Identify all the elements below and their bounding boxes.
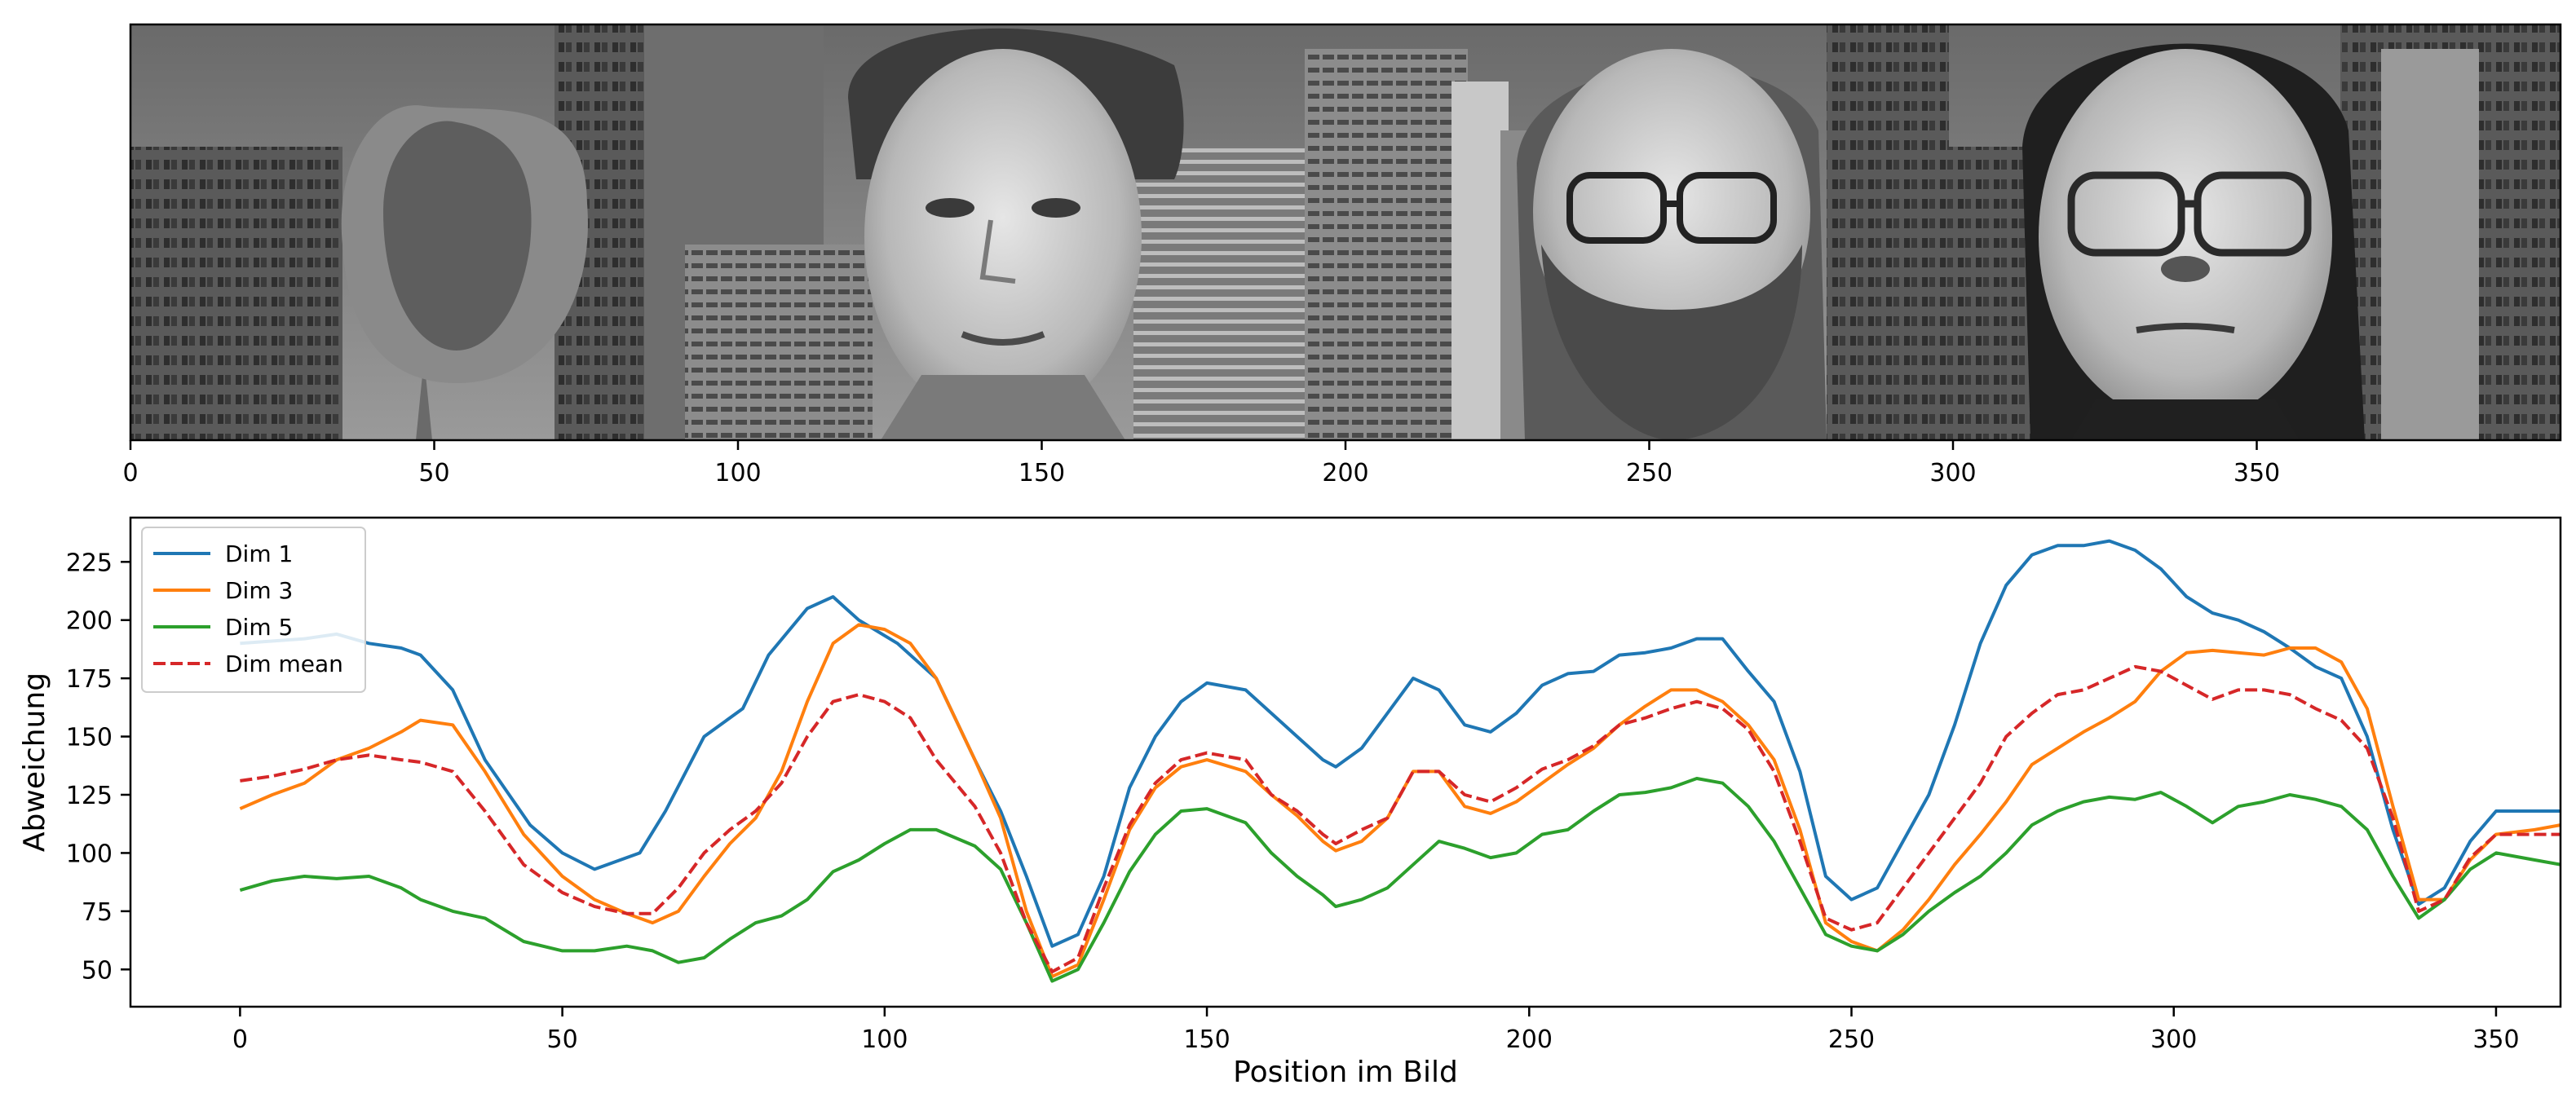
x-tick-label: 100 — [861, 1025, 908, 1054]
face-picture-2 — [1517, 49, 1827, 440]
x-tick-label: 0 — [232, 1025, 248, 1054]
y-tick-label: 175 — [66, 665, 113, 694]
x-tick-label: 150 — [1183, 1025, 1230, 1054]
y-tick-label: 75 — [82, 898, 113, 927]
series-line-dim-5 — [239, 777, 2561, 983]
image-x-tick-label: 300 — [1929, 459, 1976, 487]
montage-image — [130, 24, 2561, 440]
series-line-dim-mean — [240, 664, 2561, 974]
series-line-dim-3 — [239, 623, 2561, 978]
y-tick-label: 225 — [66, 549, 113, 577]
image-x-tick-label: 350 — [2234, 459, 2280, 487]
image-x-tick-label: 250 — [1626, 459, 1672, 487]
y-tick-label: 100 — [66, 840, 113, 868]
image-x-axis: 0 50 100 150 200 250 300 350 — [122, 440, 2280, 487]
legend-label: Dim 5 — [225, 614, 293, 641]
image-x-tick-label: 50 — [418, 459, 449, 487]
y-tick-label: 50 — [82, 956, 113, 985]
face-picture-3 — [2022, 43, 2365, 440]
legend-label: Dim mean — [225, 650, 343, 677]
image-x-tick-label: 150 — [1018, 459, 1065, 487]
x-tick-label: 350 — [2472, 1025, 2519, 1054]
face-picture-1 — [848, 28, 1184, 440]
tulip-picture — [341, 105, 588, 440]
legend-label: Dim 3 — [225, 577, 293, 604]
y-tick-label: 125 — [66, 782, 113, 810]
x-tick-label: 250 — [1828, 1025, 1875, 1054]
legend-label: Dim 1 — [225, 540, 293, 567]
x-tick-label: 50 — [547, 1025, 578, 1054]
x-axis: 0 50 100 150 200 250 300 350 — [232, 1007, 2520, 1054]
x-axis-label: Position im Bild — [1233, 1056, 1458, 1089]
y-axis: 50 75 100 125 150 175 200 225 — [66, 549, 130, 985]
series-line-dim-1 — [240, 539, 2561, 948]
image-x-tick-label: 200 — [1322, 459, 1368, 487]
image-x-tick-label: 0 — [122, 459, 138, 487]
image-x-tick-label: 100 — [714, 459, 761, 487]
x-tick-label: 200 — [1506, 1025, 1553, 1054]
x-tick-label: 300 — [2150, 1025, 2197, 1054]
plot-area — [239, 539, 2561, 983]
y-tick-label: 150 — [66, 724, 113, 752]
y-axis-label: Abweichung — [18, 672, 51, 852]
y-tick-label: 200 — [66, 607, 113, 636]
legend-box — [141, 527, 366, 693]
plot-frame — [129, 516, 2562, 1008]
image-panel: 0 50 100 150 200 250 300 350 — [122, 23, 2562, 487]
line-chart: 0 50 100 150 200 250 300 350 50 75 100 125 150 175 20… — [18, 516, 2562, 1089]
legend: Dim 1 Dim 3 Dim 5 Dim mean — [141, 527, 366, 693]
